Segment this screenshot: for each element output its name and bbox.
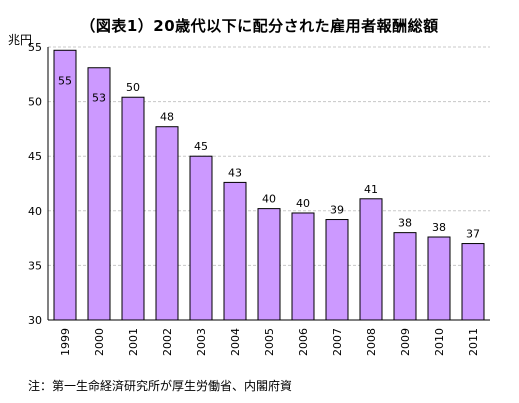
y-tick-label: 55 bbox=[28, 41, 42, 54]
x-tick-label: 2001 bbox=[127, 328, 140, 356]
x-tick-label: 2000 bbox=[93, 328, 106, 356]
bar bbox=[87, 67, 111, 321]
x-tick-label: 2007 bbox=[331, 328, 344, 356]
y-tick-label: 50 bbox=[28, 96, 42, 109]
source-note: 注：第一生命経済研究所が厚生労働省、内閣府資 bbox=[28, 379, 293, 393]
x-tick-label: 2005 bbox=[263, 328, 276, 356]
data-label: 38 bbox=[398, 217, 412, 230]
bar bbox=[53, 49, 77, 321]
data-label: 41 bbox=[364, 183, 378, 196]
bar bbox=[325, 219, 349, 321]
data-label: 39 bbox=[330, 204, 344, 217]
bar bbox=[393, 232, 417, 321]
bar bbox=[155, 126, 179, 321]
chart-title: （図表1）20歳代以下に配分された雇用者報酬総額 bbox=[80, 17, 439, 35]
data-label: 40 bbox=[262, 193, 276, 206]
data-label: 37 bbox=[466, 228, 480, 241]
x-tick-label: 2009 bbox=[399, 328, 412, 356]
bar bbox=[359, 198, 383, 321]
x-tick-label: 2010 bbox=[433, 328, 446, 356]
x-tick-label: 1999 bbox=[59, 328, 72, 356]
data-label: 43 bbox=[228, 166, 242, 179]
x-tick-label: 2011 bbox=[467, 328, 480, 356]
data-label: 45 bbox=[194, 140, 208, 153]
bar bbox=[427, 236, 451, 321]
y-tick-label: 35 bbox=[28, 259, 42, 272]
bar bbox=[121, 96, 145, 321]
x-tick-label: 2002 bbox=[161, 328, 174, 356]
x-tick-label: 2004 bbox=[229, 328, 242, 356]
x-tick-label: 2008 bbox=[365, 328, 378, 356]
bar bbox=[291, 212, 315, 321]
bar bbox=[257, 208, 281, 321]
bar bbox=[461, 243, 485, 321]
data-label: 55 bbox=[58, 74, 72, 87]
y-tick-label: 30 bbox=[28, 314, 42, 327]
bar bbox=[223, 181, 247, 321]
data-label: 53 bbox=[92, 92, 106, 105]
bar bbox=[189, 155, 213, 321]
y-tick-label: 40 bbox=[28, 205, 42, 218]
y-tick-label: 45 bbox=[28, 150, 42, 163]
x-tick-label: 2003 bbox=[195, 328, 208, 356]
data-label: 48 bbox=[160, 111, 174, 124]
data-label: 50 bbox=[126, 81, 140, 94]
x-tick-label: 2006 bbox=[297, 328, 310, 356]
data-label: 40 bbox=[296, 197, 310, 210]
y-axis-unit-label: 兆円 bbox=[8, 33, 33, 47]
data-label: 38 bbox=[432, 221, 446, 234]
